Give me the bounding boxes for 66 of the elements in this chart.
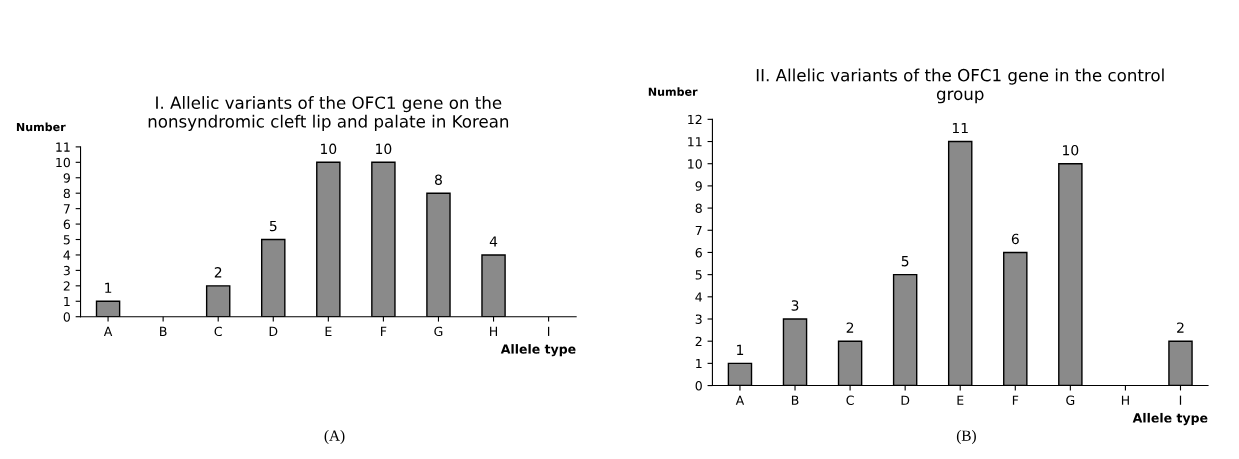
y-tick-label: 10 <box>56 157 70 168</box>
x-tick-label: A <box>103 326 113 336</box>
x-tick-label: E <box>325 326 332 336</box>
y-tick-label: 8 <box>63 188 70 199</box>
y-tick-label: 3 <box>695 314 702 324</box>
y-tick-label: 0 <box>63 312 70 322</box>
y-tick-label: 9 <box>695 181 702 191</box>
y-tick-label: 6 <box>63 219 71 229</box>
data-label: 3 <box>791 300 799 311</box>
data-label: 2 <box>1177 322 1184 333</box>
y-tick-label: 2 <box>63 281 70 291</box>
x-tick-label: C <box>846 395 854 405</box>
x-tick-label: D <box>269 326 278 336</box>
y-tick-label: 9 <box>63 173 70 183</box>
chart-title: II. Allelic variants of the OFC1 gene in the control group <box>756 68 1164 104</box>
data-label: 5 <box>901 256 909 267</box>
y-tick-label: 5 <box>695 270 702 280</box>
data-label: 6 <box>1011 233 1019 245</box>
y-tick-label: 10 <box>688 159 702 169</box>
chart-title: I. Allelic variants of the OFC1 gene on the nonsyndromic cleft lip and palate in Korean <box>148 96 509 131</box>
data-label: 1 <box>105 282 112 293</box>
x-tick-label: B <box>160 326 167 336</box>
y-axis-title: Number <box>16 122 66 132</box>
data-label: 2 <box>846 322 854 333</box>
y-tick-label: 11 <box>56 142 70 152</box>
y-tick-label: 2 <box>695 336 702 346</box>
x-tick-label: F <box>1012 395 1019 405</box>
x-axis-title: Allele type <box>1132 412 1208 426</box>
x-tick-label: D <box>901 395 910 405</box>
y-tick-label: 11 <box>688 137 702 147</box>
y-tick-label: 8 <box>695 203 702 214</box>
data-label: 4 <box>489 236 498 247</box>
y-tick-label: 7 <box>695 225 702 236</box>
y-tick-label: 1 <box>696 359 702 369</box>
y-tick-label: 12 <box>688 114 702 125</box>
y-tick-label: 4 <box>695 292 702 302</box>
x-tick-label: B <box>791 395 799 405</box>
x-axis-title: Allele type <box>500 344 576 357</box>
x-tick-label: G <box>1066 395 1075 405</box>
y-tick-label: 3 <box>63 265 70 276</box>
x-tick-label: H <box>490 326 498 336</box>
y-tick-label: 7 <box>63 204 70 214</box>
y-tick-label: 4 <box>63 250 71 260</box>
x-tick-label: C <box>214 326 222 337</box>
y-tick-label: 0 <box>695 381 702 391</box>
x-tick-label: I <box>547 326 550 336</box>
data-label: 10 <box>1063 144 1079 156</box>
data-label: 10 <box>321 143 337 155</box>
text: (A) <box>324 430 345 444</box>
y-tick-label: 6 <box>695 247 702 258</box>
data-label: 8 <box>434 174 442 185</box>
y-axis-title: Number <box>648 87 698 96</box>
data-label: 10 <box>376 143 392 155</box>
data-label: 11 <box>952 122 968 134</box>
data-label: 2 <box>214 267 222 278</box>
data-label: 1 <box>737 344 744 355</box>
x-tick-label: A <box>735 395 745 405</box>
x-tick-label: I <box>1179 395 1182 405</box>
y-tick-label: 1 <box>64 296 70 307</box>
data-label: 5 <box>269 220 277 232</box>
x-tick-label: E <box>957 395 964 405</box>
x-tick-label: F <box>381 326 387 336</box>
x-tick-label: G <box>434 326 443 337</box>
text: (B) <box>956 430 976 444</box>
y-tick-label: 5 <box>63 235 70 245</box>
x-tick-label: H <box>1121 395 1129 405</box>
